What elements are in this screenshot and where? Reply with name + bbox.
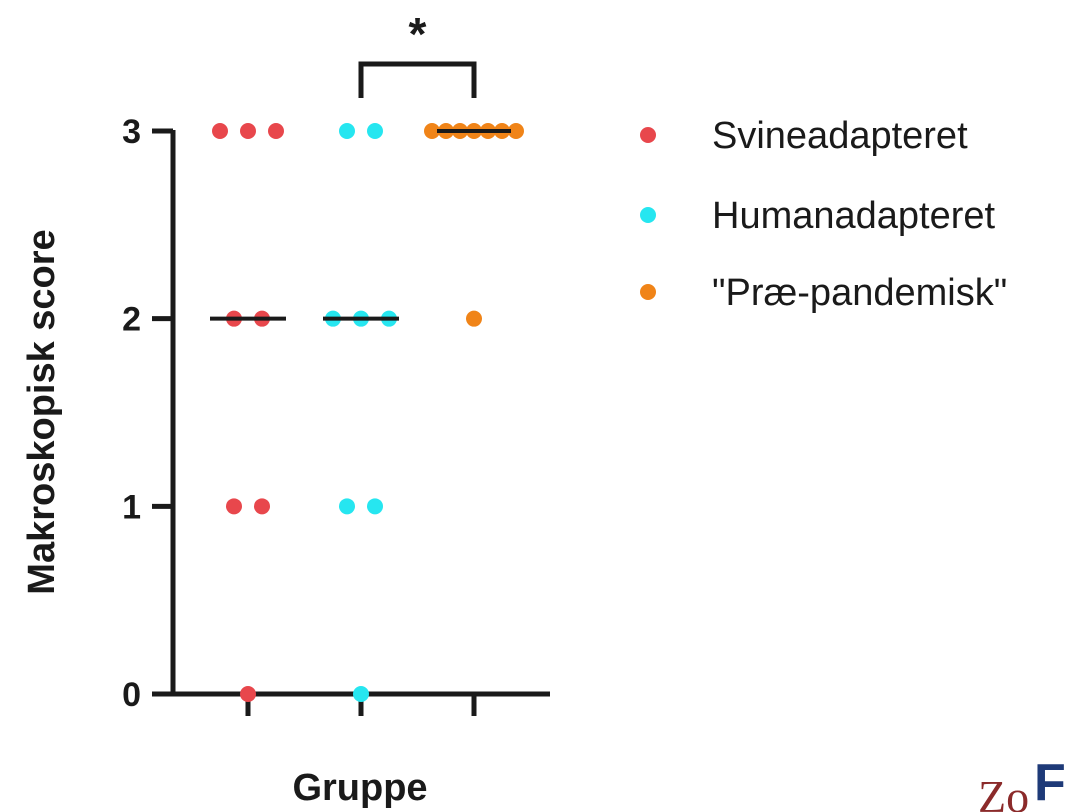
legend-marker bbox=[640, 284, 656, 300]
data-point bbox=[353, 686, 369, 702]
y-ticks: 0 1 2 3 bbox=[122, 113, 173, 714]
data-point bbox=[466, 310, 482, 327]
y-axis-title: Makroskopisk score bbox=[21, 229, 63, 594]
data-point bbox=[367, 123, 383, 139]
data-point bbox=[424, 123, 440, 139]
data-point bbox=[339, 498, 355, 515]
y-tick-label: 2 bbox=[122, 301, 141, 339]
corner-logo-fragment: Zo F bbox=[978, 754, 1066, 812]
significance-label: * bbox=[409, 8, 427, 60]
y-tick-label: 0 bbox=[122, 676, 141, 714]
legend-label: Svineadapteret bbox=[712, 115, 968, 157]
y-tick-label: 3 bbox=[122, 113, 141, 151]
data-point bbox=[254, 498, 270, 515]
median-lines bbox=[210, 129, 511, 321]
data-point bbox=[240, 686, 256, 702]
data-point bbox=[268, 123, 284, 139]
legend-marker bbox=[640, 127, 656, 143]
data-point bbox=[226, 498, 242, 515]
legend-label: Humanadapteret bbox=[712, 195, 996, 237]
data-points bbox=[212, 123, 524, 702]
corner-logo-text-left: Zo bbox=[978, 771, 1029, 812]
legend: Svineadapteret Humanadapteret "Præ-pandemi… bbox=[640, 115, 1007, 314]
legend-label: "Præ-pandemisk" bbox=[712, 272, 1007, 314]
x-axis-title: Gruppe bbox=[292, 767, 427, 809]
data-point bbox=[212, 123, 228, 139]
data-point bbox=[508, 123, 524, 139]
data-point bbox=[339, 123, 355, 139]
significance-bracket-line bbox=[358, 61, 477, 98]
data-point bbox=[367, 498, 383, 515]
corner-logo-text-right: F bbox=[1034, 754, 1066, 812]
y-tick-label: 1 bbox=[122, 488, 141, 526]
significance-bracket: * bbox=[358, 8, 477, 98]
axes bbox=[170, 130, 550, 697]
legend-marker bbox=[640, 207, 656, 223]
data-point bbox=[240, 123, 256, 139]
